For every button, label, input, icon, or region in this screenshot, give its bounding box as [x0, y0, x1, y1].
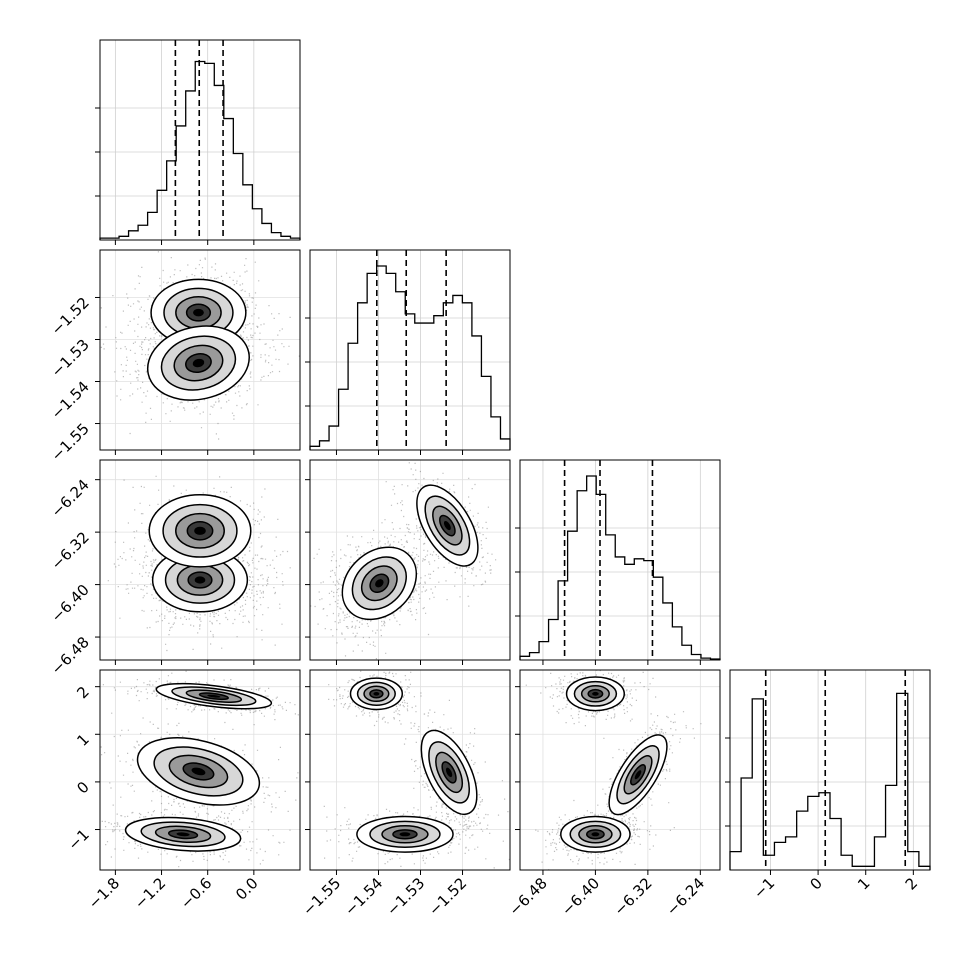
y-tick-label: 1: [73, 730, 92, 749]
y-tick-label: −1: [64, 826, 92, 854]
y-tick-label: −1.53: [48, 336, 93, 381]
x-tick-label: −1.52: [425, 874, 470, 919]
scatter-panel-2-0: [99, 459, 301, 661]
hist-panel-2: [515, 459, 721, 661]
hist-panel-0: [95, 39, 301, 241]
hist-panel-1: [305, 249, 511, 451]
y-tick-label: 2: [73, 683, 92, 702]
panel-content: [100, 250, 300, 450]
y-tick-label: −6.40: [48, 581, 93, 626]
panel-frame: [519, 459, 721, 661]
scatter-panel-3-2: [519, 669, 721, 871]
x-tick-label: −1.2: [131, 874, 169, 912]
panel-content: [520, 670, 720, 870]
density-peak: [194, 526, 206, 535]
panel-content: [310, 670, 510, 870]
density-peak: [193, 308, 204, 317]
density-peak: [591, 832, 600, 837]
density-peak: [634, 770, 642, 780]
x-tick-label: −6.24: [663, 874, 708, 919]
y-tick-label: −6.48: [48, 633, 93, 678]
panel-content: [100, 460, 300, 660]
y-tick-label: 0: [73, 778, 92, 797]
density-peak: [373, 692, 380, 696]
panel-frame: [99, 249, 301, 451]
panels-layer: [95, 39, 931, 871]
x-tick-label: −6.40: [558, 874, 603, 919]
panel-frame: [729, 669, 931, 871]
density-peak: [592, 691, 599, 696]
x-tick-label: −1.55: [299, 874, 344, 919]
panel-frame: [519, 669, 721, 871]
scatter-panel-2-1: [309, 459, 511, 661]
x-tick-label: −1.54: [341, 874, 386, 919]
panel-content: [100, 670, 300, 870]
scatter-points: [525, 670, 702, 870]
x-tick-label: 0.0: [232, 874, 262, 904]
x-tick-label: −1.53: [383, 874, 428, 919]
x-tick-label: −0.6: [177, 874, 215, 912]
scatter-panel-3-0: [99, 669, 301, 871]
scatter-panel-1-0: [99, 249, 301, 451]
density-peak: [194, 576, 206, 584]
panel-frame: [309, 459, 511, 661]
x-tick-label: −6.48: [506, 874, 551, 919]
hist-panel-3: [725, 669, 931, 871]
panel-frame: [99, 669, 301, 871]
x-tick-label: −1.8: [85, 874, 123, 912]
histogram-step: [99, 60, 301, 240]
y-tick-label: −1.55: [48, 420, 93, 465]
panel-frame: [309, 669, 511, 871]
density-peak: [191, 767, 206, 776]
x-tick-label: 1: [854, 874, 873, 893]
histogram-step: [729, 692, 931, 870]
density-peak: [375, 579, 384, 588]
density-peak: [176, 832, 190, 837]
histogram-step: [519, 475, 721, 660]
scatter-panel-3-1: [309, 669, 511, 871]
x-tick-label: 0: [806, 874, 825, 893]
y-tick-label: −6.24: [48, 476, 93, 521]
density-peak: [445, 767, 453, 778]
histogram-step: [309, 265, 511, 450]
x-tick-label: −6.32: [610, 874, 655, 919]
density-peak: [192, 358, 205, 368]
y-tick-label: −1.54: [48, 378, 93, 423]
panel-content: [310, 460, 510, 660]
density-peak: [207, 694, 221, 698]
x-tick-label: 2: [902, 874, 921, 893]
x-tick-label: −1: [750, 874, 778, 902]
panel-frame: [99, 459, 301, 661]
panel-frame: [99, 39, 301, 241]
density-peak: [399, 832, 411, 837]
y-tick-label: −6.32: [48, 528, 93, 573]
density-peak: [443, 520, 451, 531]
panel-frame: [309, 249, 511, 451]
y-tick-label: −1.52: [48, 294, 93, 339]
